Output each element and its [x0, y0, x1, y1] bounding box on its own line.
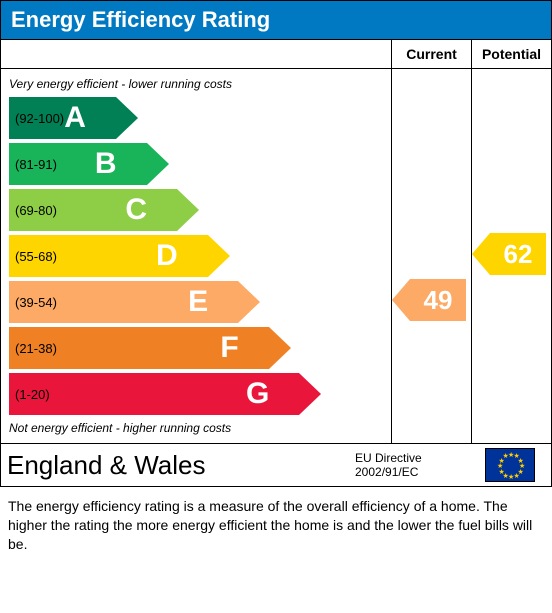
band-row-a: (92-100)A — [9, 97, 391, 139]
band-range-d: (55-68) — [9, 249, 57, 264]
band-letter-g: G — [246, 377, 269, 411]
band-range-g: (1-20) — [9, 387, 50, 402]
bars-column: Very energy efficient - lower running co… — [1, 69, 391, 443]
band-bar-d: (55-68) D — [9, 235, 208, 277]
eu-star-icon: ★ — [514, 472, 520, 480]
band-letter-f: F — [220, 331, 238, 365]
band-chevron-b — [147, 143, 169, 185]
header-current: Current — [391, 40, 471, 69]
band-letter-a: A — [64, 101, 86, 135]
band-chevron-g — [299, 373, 321, 415]
eu-star-icon: ★ — [503, 452, 509, 460]
directive-line2: 2002/91/EC — [355, 465, 485, 479]
caption-top: Very energy efficient - lower running co… — [9, 77, 391, 91]
eu-flag-icon: ★★★★★★★★★★★★ — [485, 448, 535, 482]
potential-column: 62 — [471, 69, 551, 443]
description-text: The energy efficiency rating is a measur… — [0, 487, 552, 566]
band-row-e: (39-54) E — [9, 281, 391, 323]
band-letter-b: B — [95, 147, 117, 181]
caption-bottom: Not energy efficient - higher running co… — [9, 421, 391, 435]
potential-pointer-value: 62 — [490, 233, 546, 275]
band-row-f: (21-38) F — [9, 327, 391, 369]
current-pointer-value: 49 — [410, 279, 466, 321]
band-bar-e: (39-54) E — [9, 281, 238, 323]
current-column: 49 — [391, 69, 471, 443]
header-blank — [1, 40, 391, 69]
band-range-f: (21-38) — [9, 341, 57, 356]
band-range-a: (92-100) — [9, 111, 64, 126]
band-letter-d: D — [156, 239, 178, 273]
header-potential: Potential — [471, 40, 551, 69]
current-pointer-arrow-icon — [392, 279, 410, 321]
band-row-d: (55-68) D — [9, 235, 391, 277]
band-bar-f: (21-38) F — [9, 327, 269, 369]
band-chevron-a — [116, 97, 138, 139]
band-bar-a: (92-100)A — [9, 97, 116, 139]
band-bar-b: (81-91) B — [9, 143, 147, 185]
band-chevron-d — [208, 235, 230, 277]
directive-label: EU Directive 2002/91/EC — [355, 451, 485, 480]
current-pointer: 49 — [392, 279, 466, 321]
band-letter-c: C — [125, 193, 147, 227]
potential-pointer-arrow-icon — [472, 233, 490, 275]
band-letter-e: E — [188, 285, 208, 319]
band-range-c: (69-80) — [9, 203, 57, 218]
band-chevron-e — [238, 281, 260, 323]
band-row-g: (1-20) G — [9, 373, 391, 415]
band-range-e: (39-54) — [9, 295, 57, 310]
directive-line1: EU Directive — [355, 451, 485, 465]
band-row-b: (81-91) B — [9, 143, 391, 185]
band-chevron-f — [269, 327, 291, 369]
potential-pointer: 62 — [472, 233, 546, 275]
band-bar-c: (69-80) C — [9, 189, 177, 231]
region-label: England & Wales — [7, 450, 355, 481]
band-chevron-c — [177, 189, 199, 231]
chart-grid: Current Potential Very energy efficient … — [1, 39, 551, 443]
title-bar: Energy Efficiency Rating — [1, 1, 551, 39]
band-row-c: (69-80) C — [9, 189, 391, 231]
band-bar-g: (1-20) G — [9, 373, 299, 415]
epc-chart: Energy Efficiency Rating Current Potenti… — [0, 0, 552, 487]
band-range-b: (81-91) — [9, 157, 57, 172]
footer-row: England & Wales EU Directive 2002/91/EC … — [1, 443, 551, 486]
